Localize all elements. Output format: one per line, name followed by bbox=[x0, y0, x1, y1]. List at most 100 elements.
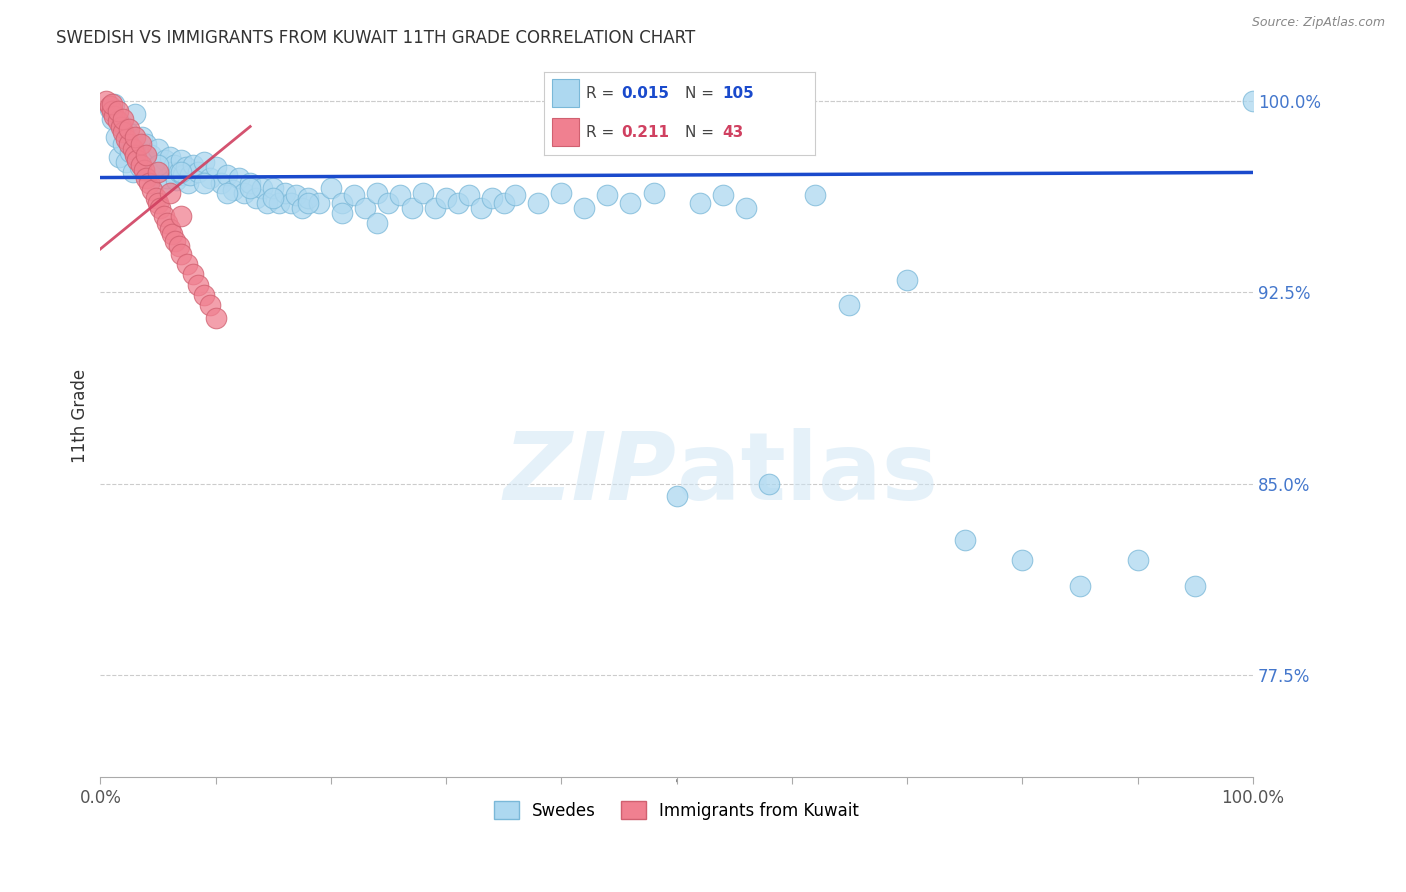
Point bbox=[1241, 94, 1264, 108]
Point bbox=[152, 209, 174, 223]
Point bbox=[149, 158, 172, 172]
Point bbox=[267, 196, 290, 211]
Point bbox=[319, 180, 342, 194]
Point bbox=[110, 117, 132, 131]
Point bbox=[1184, 578, 1206, 592]
Point bbox=[127, 143, 149, 157]
Point bbox=[112, 137, 135, 152]
Point bbox=[107, 150, 129, 164]
Point bbox=[114, 132, 136, 146]
Point bbox=[412, 186, 434, 200]
Point bbox=[153, 153, 176, 167]
Point bbox=[135, 137, 157, 152]
Point bbox=[291, 201, 314, 215]
Point bbox=[953, 533, 976, 547]
Point bbox=[146, 143, 169, 157]
Point bbox=[285, 188, 308, 202]
Text: ZIP: ZIP bbox=[503, 428, 676, 520]
Point bbox=[734, 201, 756, 215]
Point bbox=[101, 96, 124, 111]
Point bbox=[129, 158, 152, 172]
Point bbox=[117, 125, 139, 139]
Point bbox=[217, 186, 239, 200]
Point bbox=[152, 176, 174, 190]
Point bbox=[120, 145, 142, 159]
Point bbox=[167, 165, 190, 179]
Point bbox=[118, 137, 141, 152]
Point bbox=[107, 104, 129, 119]
Point bbox=[112, 125, 135, 139]
Point bbox=[838, 298, 860, 312]
Point bbox=[354, 201, 377, 215]
Point bbox=[233, 186, 256, 200]
Point bbox=[204, 310, 226, 325]
Point bbox=[98, 99, 121, 113]
Point bbox=[145, 161, 167, 175]
Point bbox=[170, 209, 193, 223]
Point bbox=[94, 94, 117, 108]
Point bbox=[388, 188, 411, 202]
Point bbox=[711, 188, 734, 202]
Point bbox=[103, 96, 125, 111]
Point bbox=[121, 165, 143, 179]
Point bbox=[172, 168, 194, 182]
Point bbox=[423, 201, 446, 215]
Point bbox=[308, 196, 330, 211]
Point bbox=[134, 162, 156, 177]
Point bbox=[332, 206, 354, 220]
Point bbox=[124, 129, 146, 144]
Point bbox=[481, 191, 503, 205]
Point bbox=[187, 277, 209, 292]
Point bbox=[204, 161, 226, 175]
Point bbox=[1126, 553, 1149, 567]
Point bbox=[146, 196, 169, 211]
Point bbox=[179, 168, 201, 182]
Point bbox=[165, 173, 187, 187]
Point bbox=[181, 268, 204, 282]
Point bbox=[401, 201, 423, 215]
Point bbox=[131, 129, 153, 144]
Point bbox=[98, 102, 121, 116]
Point bbox=[181, 158, 204, 172]
Point bbox=[343, 188, 366, 202]
Text: Source: ZipAtlas.com: Source: ZipAtlas.com bbox=[1251, 16, 1385, 29]
Point bbox=[110, 120, 132, 134]
Point bbox=[138, 155, 160, 169]
Point bbox=[156, 170, 179, 185]
Point bbox=[239, 176, 262, 190]
Point bbox=[176, 257, 198, 271]
Text: atlas: atlas bbox=[676, 428, 938, 520]
Point bbox=[129, 137, 152, 152]
Point bbox=[124, 145, 146, 159]
Point bbox=[124, 147, 146, 161]
Point bbox=[121, 143, 143, 157]
Point bbox=[163, 158, 186, 172]
Legend: Swedes, Immigrants from Kuwait: Swedes, Immigrants from Kuwait bbox=[488, 795, 866, 826]
Y-axis label: 11th Grade: 11th Grade bbox=[72, 369, 89, 463]
Point bbox=[1069, 578, 1091, 592]
Point bbox=[165, 235, 187, 249]
Point bbox=[156, 217, 179, 231]
Point bbox=[159, 221, 181, 235]
Point bbox=[689, 196, 711, 211]
Point bbox=[198, 170, 221, 185]
Point bbox=[134, 150, 156, 164]
Point bbox=[138, 176, 160, 190]
Point bbox=[101, 104, 124, 119]
Point bbox=[135, 170, 157, 185]
Point bbox=[758, 476, 780, 491]
Point bbox=[896, 272, 918, 286]
Point bbox=[160, 165, 183, 179]
Point bbox=[198, 298, 221, 312]
Point bbox=[256, 196, 278, 211]
Point bbox=[103, 109, 125, 123]
Point bbox=[145, 191, 167, 205]
Point bbox=[170, 165, 193, 179]
Point bbox=[503, 188, 526, 202]
Point bbox=[160, 227, 183, 241]
Point bbox=[105, 129, 128, 144]
Point bbox=[177, 176, 200, 190]
Point bbox=[297, 196, 319, 211]
Point bbox=[101, 112, 124, 126]
Point bbox=[159, 186, 181, 200]
